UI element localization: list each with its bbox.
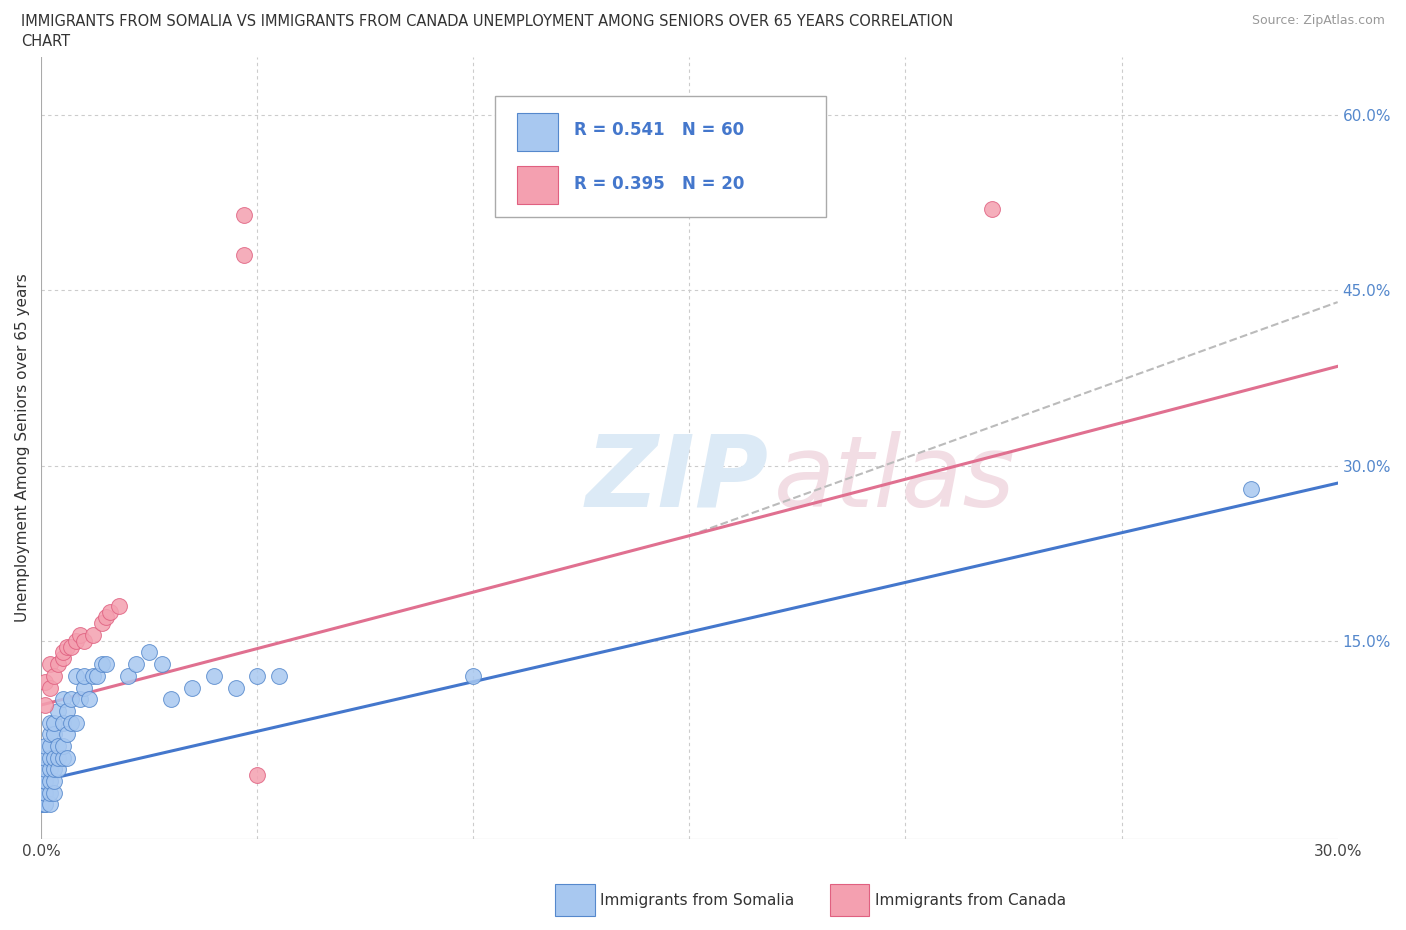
Point xyxy=(38,762,60,777)
Point xyxy=(34,738,56,753)
Point xyxy=(38,657,60,671)
Point xyxy=(69,628,91,643)
Point xyxy=(34,785,56,800)
FancyBboxPatch shape xyxy=(495,96,825,218)
Text: Immigrants from Somalia: Immigrants from Somalia xyxy=(600,893,794,908)
Point xyxy=(77,692,100,707)
Point xyxy=(69,692,91,707)
Point xyxy=(90,657,112,671)
Point xyxy=(38,751,60,765)
Point xyxy=(42,715,65,730)
Point xyxy=(246,669,269,684)
Point xyxy=(90,616,112,631)
Text: R = 0.541   N = 60: R = 0.541 N = 60 xyxy=(574,121,744,139)
Point xyxy=(233,248,256,263)
Point xyxy=(38,715,60,730)
Point xyxy=(52,738,75,753)
Point xyxy=(48,703,70,718)
Point xyxy=(34,797,56,812)
Point xyxy=(60,639,83,654)
Point xyxy=(65,633,87,648)
Point xyxy=(181,680,204,695)
Point xyxy=(233,207,256,222)
Point xyxy=(48,657,70,671)
Point xyxy=(1240,482,1263,497)
Point xyxy=(159,692,181,707)
Point xyxy=(34,698,56,712)
Point xyxy=(42,669,65,684)
Bar xyxy=(517,166,558,204)
Point xyxy=(98,604,121,619)
Y-axis label: Unemployment Among Seniors over 65 years: Unemployment Among Seniors over 65 years xyxy=(15,273,30,622)
Point xyxy=(60,715,83,730)
Point xyxy=(34,797,56,812)
Point xyxy=(38,785,60,800)
Point xyxy=(138,645,160,660)
Point xyxy=(52,692,75,707)
Point xyxy=(52,751,75,765)
Point xyxy=(56,726,79,741)
Point xyxy=(73,669,96,684)
Text: R = 0.395   N = 20: R = 0.395 N = 20 xyxy=(574,175,744,193)
Point xyxy=(34,674,56,689)
Point xyxy=(65,715,87,730)
Point xyxy=(30,797,52,812)
Point xyxy=(125,657,148,671)
Point xyxy=(42,726,65,741)
Point xyxy=(73,680,96,695)
Point xyxy=(65,669,87,684)
Point xyxy=(38,726,60,741)
Point xyxy=(52,715,75,730)
Point xyxy=(82,669,104,684)
Point xyxy=(34,785,56,800)
Text: CHART: CHART xyxy=(21,34,70,49)
Point xyxy=(42,774,65,789)
Point xyxy=(52,651,75,666)
Point xyxy=(38,797,60,812)
Point xyxy=(34,762,56,777)
Point xyxy=(30,797,52,812)
Point xyxy=(48,751,70,765)
Text: Source: ZipAtlas.com: Source: ZipAtlas.com xyxy=(1251,14,1385,27)
Point xyxy=(38,680,60,695)
Point xyxy=(56,751,79,765)
Point xyxy=(94,657,117,671)
Point xyxy=(52,645,75,660)
Point xyxy=(108,598,131,613)
Point xyxy=(56,639,79,654)
Point xyxy=(42,762,65,777)
Point xyxy=(60,692,83,707)
Point xyxy=(202,669,225,684)
Point xyxy=(42,785,65,800)
Point xyxy=(38,774,60,789)
Bar xyxy=(517,113,558,151)
Text: Immigrants from Canada: Immigrants from Canada xyxy=(875,893,1066,908)
Point xyxy=(94,610,117,625)
Point xyxy=(82,628,104,643)
Point xyxy=(980,201,1002,216)
Point xyxy=(56,703,79,718)
Point xyxy=(34,774,56,789)
Text: atlas: atlas xyxy=(773,431,1015,528)
Point xyxy=(117,669,139,684)
Point xyxy=(48,762,70,777)
Text: ZIP: ZIP xyxy=(586,431,769,528)
Text: IMMIGRANTS FROM SOMALIA VS IMMIGRANTS FROM CANADA UNEMPLOYMENT AMONG SENIORS OVE: IMMIGRANTS FROM SOMALIA VS IMMIGRANTS FR… xyxy=(21,14,953,29)
Point xyxy=(34,751,56,765)
Point xyxy=(246,767,269,782)
Point xyxy=(225,680,247,695)
Point xyxy=(463,669,485,684)
Point xyxy=(38,738,60,753)
Point xyxy=(150,657,173,671)
Point xyxy=(48,738,70,753)
Point xyxy=(34,774,56,789)
Point xyxy=(86,669,108,684)
Point xyxy=(267,669,290,684)
Point xyxy=(73,633,96,648)
Point xyxy=(42,751,65,765)
